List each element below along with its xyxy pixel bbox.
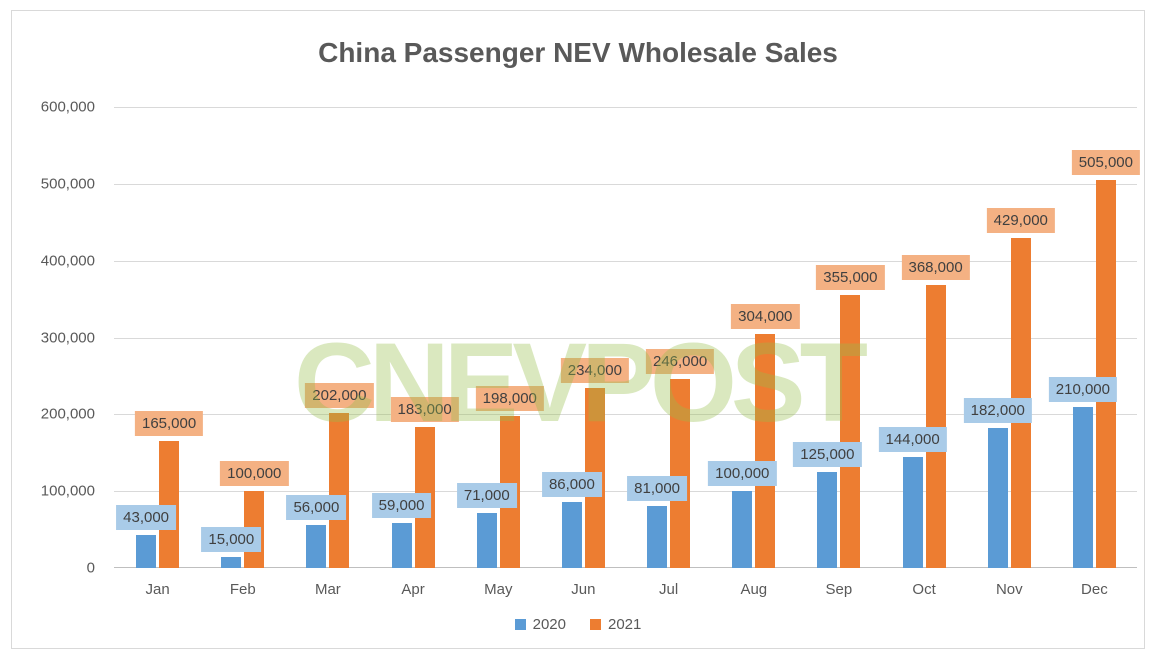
chart-frame: China Passenger NEV Wholesale Sales 0 100… xyxy=(11,10,1145,649)
x-tick-label-jul: Jul xyxy=(659,581,679,598)
bar-2020-jul xyxy=(647,505,668,568)
y-tick-label: 0 xyxy=(86,559,95,577)
legend-item-2020: 2020 xyxy=(514,616,566,633)
gridline xyxy=(114,338,1137,339)
y-tick-label: 600,000 xyxy=(40,98,95,116)
data-label-2021-feb: 100,000 xyxy=(220,461,289,487)
data-label-2020-oct: 144,000 xyxy=(878,427,947,453)
data-label-2021-apr: 183,000 xyxy=(390,397,459,423)
bar-2021-dec xyxy=(1095,180,1116,568)
data-label-2021-mar: 202,000 xyxy=(305,382,374,408)
data-label-2021-sep: 355,000 xyxy=(816,265,885,291)
bar-2021-oct xyxy=(925,285,946,568)
data-label-2020-apr: 59,000 xyxy=(371,492,432,518)
bar-2020-apr xyxy=(391,522,412,568)
gridline xyxy=(114,414,1137,415)
legend-item-2021: 2021 xyxy=(590,616,641,633)
x-tick-label-mar: Mar xyxy=(314,581,341,598)
legend-label-2020: 2020 xyxy=(532,616,566,633)
bar-2020-oct xyxy=(902,457,923,568)
data-label-2021-oct: 368,000 xyxy=(901,255,970,281)
y-axis: 0 100,000 200,000 300,000 400,000 500,000 600,… xyxy=(12,99,97,577)
bar-2021-mar xyxy=(329,412,350,568)
data-label-2021-nov: 429,000 xyxy=(986,208,1055,234)
data-label-2021-dec: 505,000 xyxy=(1071,150,1141,175)
x-tick-label-jan: Jan xyxy=(145,581,170,598)
data-label-2020-aug: 100,000 xyxy=(708,461,777,487)
legend-swatch-2021 xyxy=(590,619,601,630)
data-label-2020-feb: 15,000 xyxy=(201,526,262,552)
bar-2020-sep xyxy=(817,472,838,568)
x-tick-label-jun: Jun xyxy=(571,581,596,598)
x-tick-label-oct: Oct xyxy=(912,581,936,598)
chart-title: China Passenger NEV Wholesale Sales xyxy=(318,37,838,68)
y-tick-label: 100,000 xyxy=(40,482,95,500)
legend: 2020 2021 xyxy=(12,616,1144,633)
bar-2020-dec xyxy=(1072,406,1093,568)
y-tick-label: 500,000 xyxy=(40,175,95,193)
legend-label-2021: 2021 xyxy=(608,616,642,633)
bar-2020-feb xyxy=(221,556,242,568)
bar-2020-mar xyxy=(306,525,327,568)
gridline xyxy=(114,261,1137,262)
data-label-2021-jul: 246,000 xyxy=(645,349,715,374)
x-tick-label-may: May xyxy=(484,581,513,598)
x-tick-label-aug: Aug xyxy=(740,581,768,598)
bar-2020-aug xyxy=(732,491,753,568)
data-label-2020-sep: 125,000 xyxy=(793,442,862,467)
data-label-2020-may: 71,000 xyxy=(456,483,517,509)
data-label-2020-dec: 210,000 xyxy=(1048,376,1118,402)
x-tick-label-dec: Dec xyxy=(1081,581,1108,598)
x-tick-label-sep: Sep xyxy=(825,581,853,598)
gridline xyxy=(114,491,1137,492)
y-tick-label: 400,000 xyxy=(40,252,95,270)
gridline xyxy=(114,107,1137,108)
x-tick-label-apr: Apr xyxy=(401,581,425,598)
bar-2020-may xyxy=(476,513,497,568)
bar-2021-sep xyxy=(840,295,861,568)
data-label-2020-jan: 43,000 xyxy=(116,505,177,530)
x-tick-label-nov: Nov xyxy=(995,581,1023,598)
x-axis-line xyxy=(114,567,1137,568)
data-label-2021-jan: 165,000 xyxy=(134,411,204,437)
bar-2020-jun xyxy=(561,501,582,568)
data-label-2020-jun: 86,000 xyxy=(541,471,602,497)
data-label-2021-may: 198,000 xyxy=(475,385,544,411)
x-tick-label-feb: Feb xyxy=(229,581,256,598)
bar-2021-jul xyxy=(670,379,691,568)
bar-2021-aug xyxy=(755,334,776,568)
data-label-2020-nov: 182,000 xyxy=(963,398,1032,424)
legend-swatch-2020 xyxy=(514,619,526,630)
data-label-2021-aug: 304,000 xyxy=(731,304,800,330)
bar-2020-nov xyxy=(987,428,1008,568)
data-label-2020-mar: 56,000 xyxy=(286,495,347,520)
bar-2020-jan xyxy=(136,535,157,568)
data-label-2021-jun: 234,000 xyxy=(560,358,630,384)
y-tick-label: 300,000 xyxy=(40,329,95,346)
plot-area: 43,000 165,000 Jan 15,000 100,000 Feb 56,000 20… xyxy=(114,107,1141,598)
y-tick-label: 200,000 xyxy=(40,405,95,423)
data-label-2020-jul: 81,000 xyxy=(627,475,688,501)
bar-2021-jan xyxy=(159,441,180,568)
gridline xyxy=(114,184,1137,185)
